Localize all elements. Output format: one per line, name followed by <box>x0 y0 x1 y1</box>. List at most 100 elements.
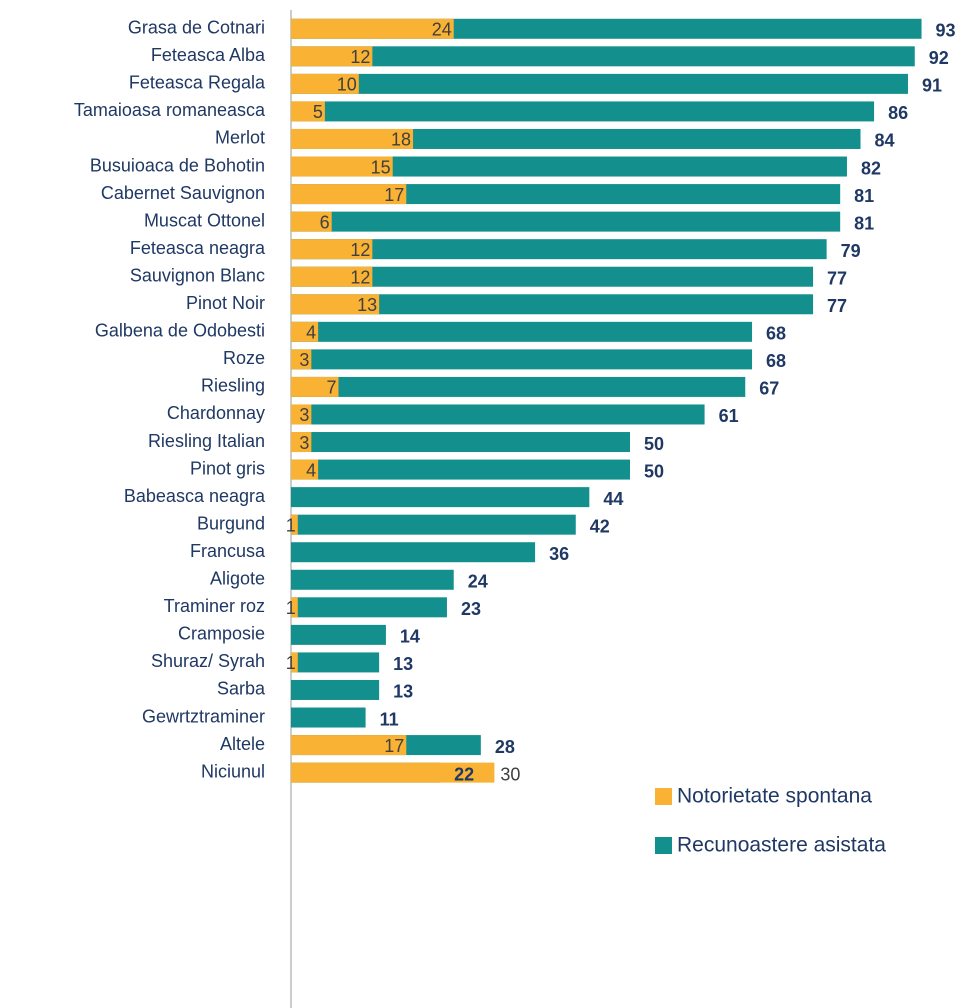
category-label: Pinot Noir <box>186 293 265 313</box>
category-label: Traminer roz <box>164 596 265 616</box>
bar <box>291 404 312 425</box>
data-label: 12 <box>350 240 370 260</box>
bar <box>291 73 908 94</box>
bar <box>291 459 630 480</box>
data-label: 68 <box>766 324 786 344</box>
data-label: 12 <box>350 267 370 287</box>
data-label: 22 <box>454 764 474 784</box>
bar <box>291 597 447 618</box>
data-label: 36 <box>549 544 569 564</box>
bar <box>291 321 319 342</box>
bar <box>291 542 536 563</box>
bar <box>291 73 359 94</box>
bar <box>291 184 407 205</box>
bar <box>291 459 319 480</box>
data-label: 1 <box>286 653 296 673</box>
data-label: 24 <box>432 20 452 40</box>
bar <box>291 376 746 397</box>
data-label: 4 <box>306 460 316 480</box>
category-label: Niciunul <box>201 761 265 781</box>
data-label: 68 <box>766 351 786 371</box>
bar <box>291 101 325 122</box>
data-label: 3 <box>299 433 309 453</box>
category-label: Cabernet Sauvignon <box>101 183 265 203</box>
category-label: Sarba <box>217 679 266 699</box>
data-label: 14 <box>400 627 420 647</box>
bar <box>291 707 366 728</box>
bar <box>291 239 827 260</box>
bar <box>291 514 576 535</box>
category-label: Roze <box>223 348 265 368</box>
bar <box>291 735 407 756</box>
bar <box>291 211 332 232</box>
data-label: 50 <box>644 434 664 454</box>
category-label: Grasa de Cotnari <box>128 18 265 38</box>
bar <box>291 652 380 673</box>
legend-swatch <box>655 788 672 805</box>
category-label: Gewrtztraminer <box>142 706 265 726</box>
bar <box>291 101 875 122</box>
data-label: 13 <box>393 682 413 702</box>
category-label: Tamaioasa romaneasca <box>74 100 266 120</box>
bar <box>291 128 861 149</box>
category-label: Altele <box>220 734 265 754</box>
data-label: 82 <box>861 158 881 178</box>
category-label: Galbena de Odobesti <box>95 321 265 341</box>
bar <box>291 652 298 673</box>
category-label: Sauvignon Blanc <box>130 265 265 285</box>
category-label: Cramposie <box>178 624 265 644</box>
data-label: 92 <box>929 48 949 68</box>
category-label: Burgund <box>197 513 265 533</box>
category-label: Chardonnay <box>167 403 265 423</box>
data-label: 86 <box>888 103 908 123</box>
data-label: 11 <box>380 709 399 729</box>
data-label: 1 <box>286 598 296 618</box>
data-label: 15 <box>371 157 391 177</box>
data-label: 93 <box>936 21 956 41</box>
data-label: 23 <box>461 599 481 619</box>
bar <box>291 404 705 425</box>
legend-label: Notorietate spontana <box>677 785 872 808</box>
bar <box>291 487 590 508</box>
bar <box>291 432 312 453</box>
data-label: 3 <box>299 405 309 425</box>
data-label: 1 <box>286 515 296 535</box>
bar <box>291 156 393 177</box>
data-label: 44 <box>603 489 623 509</box>
bar <box>291 266 373 287</box>
bar <box>291 294 380 315</box>
bar <box>291 266 814 287</box>
data-label: 13 <box>393 654 413 674</box>
data-label: 3 <box>299 350 309 370</box>
bar <box>291 46 373 67</box>
data-label: 28 <box>495 737 515 757</box>
data-label: 79 <box>841 241 861 261</box>
data-label: 6 <box>320 212 330 232</box>
category-label: Feteasca Alba <box>151 45 266 65</box>
category-label: Riesling <box>201 376 265 396</box>
category-label: Feteasca neagra <box>130 238 266 258</box>
data-label: 10 <box>337 75 357 95</box>
bar <box>291 679 380 700</box>
data-label: 61 <box>719 406 739 426</box>
bar <box>291 294 814 315</box>
bar <box>291 762 495 783</box>
category-label: Pinot gris <box>190 458 265 478</box>
bar <box>291 514 298 535</box>
data-label: 17 <box>384 736 404 756</box>
bar <box>291 624 386 645</box>
data-label: 30 <box>500 764 520 784</box>
bar <box>291 18 454 39</box>
bar <box>291 597 298 618</box>
data-label: 50 <box>644 461 664 481</box>
bar <box>291 239 373 260</box>
bar <box>291 569 454 590</box>
category-label: Babeasca neagra <box>124 486 266 506</box>
bar <box>291 321 753 342</box>
data-label: 24 <box>468 572 488 592</box>
bar <box>291 46 915 67</box>
data-label: 4 <box>306 323 316 343</box>
bar <box>291 184 841 205</box>
bar <box>291 211 841 232</box>
